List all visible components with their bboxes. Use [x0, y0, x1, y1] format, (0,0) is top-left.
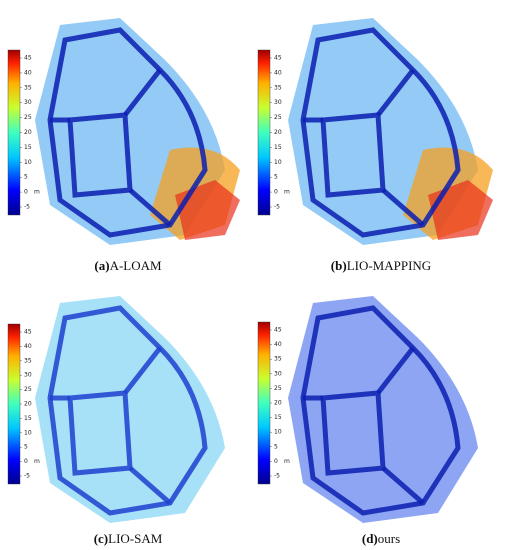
caption: (b)LIO-MAPPING	[331, 258, 431, 273]
point-cloud-map	[288, 296, 478, 523]
road	[300, 305, 461, 516]
road	[47, 305, 208, 516]
road	[381, 188, 425, 227]
road	[123, 346, 162, 395]
colorbar-tick-label: 40	[24, 69, 32, 76]
colorbar-tick-label: 10	[24, 159, 32, 166]
colorbar-tick-label: 20	[274, 400, 282, 407]
colorbar-tick-label: 15	[274, 144, 282, 151]
caption-label: (a)	[94, 258, 109, 273]
colorbar-tick-label: -5	[274, 204, 280, 211]
colorbar-tick-label: 20	[24, 401, 32, 408]
caption: (c)LIO-SAM	[94, 531, 163, 546]
colorbar-tick-label: 0	[24, 189, 28, 196]
colorbar-tick-label: -5	[24, 204, 30, 211]
colorbar-unit: m	[34, 458, 40, 465]
colorbar	[257, 321, 271, 485]
colorbar-tick-label: 15	[24, 144, 32, 151]
caption-name: ours	[378, 531, 400, 546]
map-area	[288, 296, 478, 523]
colorbar-tick-label: 5	[274, 443, 278, 450]
caption-label: (b)	[331, 258, 347, 273]
point-cloud-map	[35, 18, 240, 245]
colorbar-tick-label: 35	[274, 356, 282, 363]
colorbar-tick-label: 40	[274, 341, 282, 348]
road	[128, 466, 172, 505]
colorbar	[257, 49, 271, 216]
colorbar-tick-label: 45	[24, 55, 32, 62]
point-cloud-map	[288, 18, 493, 245]
colorbar-tick-label: -5	[274, 473, 280, 480]
colorbar-tick-label: 0	[274, 458, 278, 465]
road	[376, 346, 415, 395]
colorbar-tick-label: 0	[274, 189, 278, 196]
point-cloud-map	[35, 296, 225, 523]
colorbar-unit: m	[34, 189, 40, 196]
road	[47, 27, 208, 238]
colorbar-tick-label: 40	[24, 343, 32, 350]
colorbar-tick-label: 10	[274, 429, 282, 436]
panel	[35, 296, 225, 523]
colorbar-tick-label: 45	[274, 327, 282, 334]
colorbar-tick-label: 15	[24, 415, 32, 422]
colorbar-tick-label: 35	[274, 84, 282, 91]
colorbar-tick-label: 40	[274, 69, 282, 76]
caption: (a)A-LOAM	[94, 258, 162, 273]
caption-label: (d)	[362, 531, 378, 546]
map-area	[35, 296, 225, 523]
colorbar-tick-label: 35	[24, 357, 32, 364]
colorbar-tick-label: 0	[24, 458, 28, 465]
colorbar-tick-label: 25	[24, 114, 32, 121]
caption-label: (c)	[94, 531, 108, 546]
caption-name: LIO-MAPPING	[347, 258, 432, 273]
caption-name: LIO-SAM	[108, 531, 163, 546]
colorbar-tick-label: 45	[24, 329, 32, 336]
caption: (d)ours	[362, 531, 400, 546]
colorbar-tick-label: 25	[274, 114, 282, 121]
road	[381, 466, 425, 505]
colorbar-tick-label: 20	[274, 129, 282, 136]
caption-name: A-LOAM	[110, 258, 162, 273]
colorbar	[7, 323, 21, 485]
colorbar-tick-label: 30	[24, 372, 32, 379]
colorbar-tick-label: 20	[24, 129, 32, 136]
colorbar-tick-label: 30	[274, 370, 282, 377]
colorbar-tick-label: 30	[274, 99, 282, 106]
panel	[288, 296, 478, 523]
colorbar-tick-label: 5	[24, 174, 28, 181]
colorbar-tick-label: 10	[24, 429, 32, 436]
colorbar-tick-label: 30	[24, 99, 32, 106]
road	[376, 68, 415, 117]
colorbar-unit: m	[284, 189, 290, 196]
colorbar-tick-label: 45	[274, 55, 282, 62]
colorbar-tick-label: 15	[274, 414, 282, 421]
panel	[288, 18, 493, 245]
panel	[35, 18, 240, 245]
road	[123, 68, 162, 117]
colorbar	[7, 49, 21, 216]
colorbar-tick-label: 25	[24, 386, 32, 393]
colorbar-tick-label: 35	[24, 84, 32, 91]
colorbar-unit: m	[284, 458, 290, 465]
colorbar-tick-label: 5	[24, 444, 28, 451]
colorbar-tick-label: 5	[274, 174, 278, 181]
colorbar-tick-label: -5	[24, 473, 30, 480]
colorbar-tick-label: 25	[274, 385, 282, 392]
road	[300, 27, 461, 238]
colorbar-tick-label: 10	[274, 159, 282, 166]
road	[128, 188, 172, 227]
